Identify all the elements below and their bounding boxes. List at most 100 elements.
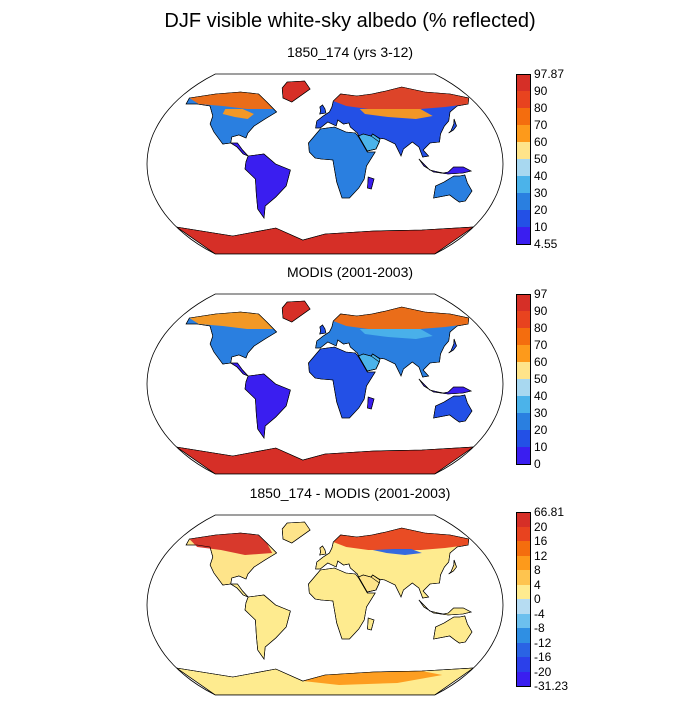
colorbar-label: 60 <box>534 355 548 369</box>
colorbar-swatch <box>516 526 530 542</box>
coastline <box>281 521 311 544</box>
albedo-region <box>189 312 273 329</box>
coastline <box>244 594 291 660</box>
coastline <box>448 338 457 354</box>
colorbar-label: 20 <box>534 519 548 534</box>
albedo-region <box>189 92 273 109</box>
coastline <box>433 615 473 644</box>
colorbar-swatch <box>516 642 530 658</box>
coastline <box>185 91 278 145</box>
panel-title: MODIS (2001-2003) <box>286 264 414 280</box>
colorbar-label: 60 <box>534 135 548 149</box>
colorbar-swatch <box>516 584 530 600</box>
coastline <box>185 532 278 586</box>
colorbar-label: 8 <box>534 563 541 577</box>
colorbar-swatch <box>516 294 530 312</box>
coastline <box>448 559 457 575</box>
colorbar-label: 80 <box>534 101 548 115</box>
albedo-region <box>222 109 254 119</box>
colorbar-swatch <box>516 570 530 585</box>
colorbar-swatch <box>516 447 530 465</box>
coastline <box>185 311 278 365</box>
colorbar-swatch <box>516 108 530 126</box>
colorbar-label: 16 <box>534 534 548 548</box>
colorbar-swatch <box>516 193 530 211</box>
colorbar-swatch <box>516 657 530 672</box>
coastline <box>418 599 472 616</box>
coastline <box>433 174 473 203</box>
coastline <box>308 126 376 199</box>
coastline <box>358 574 381 593</box>
coastline <box>176 226 475 254</box>
coastline <box>176 446 475 474</box>
colorbar-label: -12 <box>534 635 552 650</box>
coastline <box>176 667 475 695</box>
albedo-region <box>333 87 469 109</box>
colorbar-label: 80 <box>534 321 548 335</box>
albedo-region <box>333 528 469 550</box>
colorbar-label: -4 <box>534 606 545 621</box>
colorbar-label: -20 <box>534 664 552 679</box>
albedo-region <box>189 533 273 555</box>
colorbar-swatch <box>516 628 530 643</box>
colorbar-label: -31.23 <box>534 679 569 693</box>
colorbar-swatch <box>516 125 530 143</box>
coastline <box>358 133 381 152</box>
colorbar-label: 30 <box>534 186 548 200</box>
colorbar-swatch <box>516 345 530 363</box>
colorbar-swatch <box>516 74 530 92</box>
colorbar-swatch <box>516 210 530 228</box>
colorbar-label: 90 <box>534 304 548 318</box>
colorbar-frame <box>516 74 531 245</box>
colorbar-label: 70 <box>534 338 548 352</box>
colorbar: 97 90 80 70 60 50 40 30 20 10 0 <box>516 288 547 470</box>
colorbar-swatch <box>516 159 530 177</box>
coastline <box>319 545 327 556</box>
colorbar-label: 4 <box>534 577 541 592</box>
colorbar: 66.81 20 16 12 8 4 0 -4 -8 -12 -16 -20 -31.23 <box>516 506 568 692</box>
colorbar-label: 20 <box>534 423 548 437</box>
colorbar-label: 70 <box>534 118 548 132</box>
coastline <box>367 396 375 410</box>
colorbar-swatch <box>516 362 530 380</box>
colorbar-label: 97.87 <box>534 67 565 81</box>
world-map <box>146 73 504 255</box>
colorbar-swatch <box>516 541 530 556</box>
albedo-region <box>359 329 433 339</box>
coastline <box>281 300 311 323</box>
coastline <box>315 306 470 378</box>
colorbar-label: 40 <box>534 169 548 183</box>
coastline <box>448 118 457 134</box>
coastline <box>315 527 470 599</box>
colorbar-swatch <box>516 176 530 194</box>
colorbar-label: 50 <box>534 152 548 166</box>
coastline <box>281 80 311 103</box>
world-map <box>146 514 504 696</box>
coastline <box>418 158 472 175</box>
colorbar-label: 10 <box>534 440 548 454</box>
coastline <box>244 153 291 219</box>
coastline <box>358 353 381 372</box>
albedo-region <box>359 109 433 119</box>
coastline <box>244 373 291 439</box>
coastline <box>319 104 327 115</box>
coastline <box>319 324 327 335</box>
albedo-region <box>372 549 422 555</box>
colorbar-swatch <box>516 311 530 329</box>
colorbar-frame <box>516 512 531 687</box>
coastline <box>433 394 473 423</box>
colorbar-label: -8 <box>534 621 545 635</box>
colorbar-label: 4.55 <box>534 237 558 251</box>
world-map <box>146 293 504 475</box>
colorbar-label: 10 <box>534 220 548 234</box>
colorbar-label: 97 <box>534 287 548 301</box>
colorbar-label: -16 <box>534 650 552 664</box>
map-border <box>146 514 504 696</box>
colorbar-label: 40 <box>534 389 548 403</box>
colorbar-swatch <box>516 671 530 687</box>
coastline <box>315 86 470 158</box>
colorbar-swatch <box>516 413 530 431</box>
colorbar-swatch <box>516 379 530 397</box>
colorbar-label: 20 <box>534 203 548 217</box>
coastline <box>418 378 472 395</box>
